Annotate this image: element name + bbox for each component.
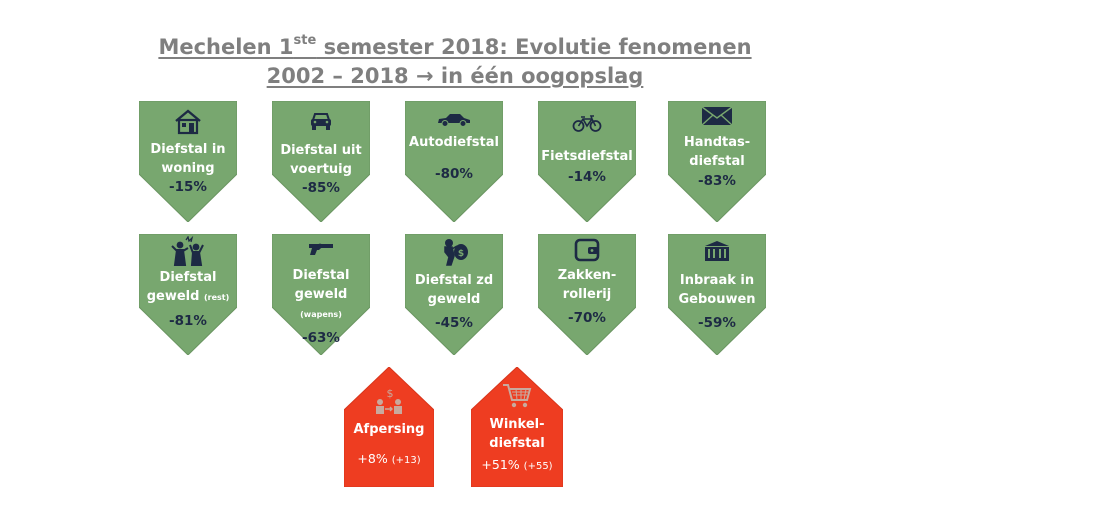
building-icon (705, 241, 729, 261)
tile-diefstal-geweld-rest: Diefstal geweld (rest) -81% (139, 234, 237, 355)
tile-label: Afpersing (353, 422, 425, 437)
svg-text:$: $ (458, 249, 464, 259)
tile-label: Autodiefstal (409, 135, 499, 150)
up-arrow-shape (471, 367, 563, 487)
envelope-icon (701, 106, 733, 126)
tile-autodiefstal: Autodiefstal -80% (405, 101, 503, 222)
tile-label: Inbraak in Gebouwen (678, 273, 756, 307)
tile-value: +8% (+13) (357, 451, 421, 466)
tile-label: Diefstal geweld (rest) (146, 270, 230, 304)
tile-diefstal-uit-voertuig: Diefstal uit voertuig -85% (272, 101, 370, 222)
down-arrow-shape (668, 234, 766, 355)
revolver-icon (309, 243, 333, 255)
tile-handtasdiefstal: Handtas-diefstal -83% (668, 101, 766, 222)
tile-diefstal-zd-geweld: $ Diefstal zd geweld -45% (405, 234, 503, 355)
tile-zakkenrollerij: Zakken-rollerij -70% (538, 234, 636, 355)
tile-label: Diefstal zd geweld (414, 273, 494, 307)
shopping-cart-icon (503, 384, 532, 408)
down-arrow-shape (139, 101, 237, 222)
assault-icon (171, 236, 204, 266)
down-arrow-shape (405, 101, 503, 222)
tile-inbraak-in-gebouwen: Inbraak in Gebouwen -59% (668, 234, 766, 355)
tile-label: Handtas-diefstal (683, 135, 751, 169)
tile-value: -81% (169, 313, 207, 329)
tile-value: -15% (169, 179, 207, 195)
tile-value: -63% (302, 330, 340, 346)
tile-winkeldiefstal: Winkel-diefstal +51% (+55) (471, 367, 563, 487)
tile-value: +51% (+55) (481, 457, 553, 472)
tile-value: -80% (435, 166, 473, 182)
tile-label: Diefstal uit voertuig (280, 143, 362, 177)
tile-afpersing: $ Afpersing +8% (+13) (344, 367, 434, 487)
tile-value: -14% (568, 169, 606, 185)
tile-value: -70% (568, 310, 606, 326)
tile-label: Zakken-rollerij (557, 268, 617, 302)
car-side-icon (438, 114, 470, 127)
down-arrow-shape (272, 234, 370, 355)
down-arrow-shape (538, 234, 636, 355)
down-arrow-shape (405, 234, 503, 355)
down-arrow-shape (139, 234, 237, 355)
down-arrow-shape (668, 101, 766, 222)
wallet-icon (574, 238, 600, 262)
tile-value: -85% (302, 180, 340, 196)
tile-label: Fietsdiefstal (541, 149, 633, 164)
tile-value: -45% (435, 315, 473, 331)
tile-diefstal-in-woning: Diefstal in woning -15% (139, 101, 237, 222)
tile-label: Winkel-diefstal (489, 417, 545, 451)
bicycle-icon (572, 115, 602, 132)
house-icon (175, 109, 201, 135)
down-arrow-shape (538, 101, 636, 222)
svg-text:$: $ (387, 387, 394, 400)
tile-value: -83% (698, 173, 736, 189)
tile-label: Diefstal in woning (150, 142, 226, 176)
tile-label: Diefstal geweld (wapens) (292, 268, 350, 319)
tile-diefstal-geweld-wapens: Diefstal geweld (wapens) -63% (272, 234, 370, 355)
tile-value: -59% (698, 315, 736, 331)
page-title: Mechelen 1ste semester 2018: Evolutie fe… (158, 33, 752, 88)
tile-fietsdiefstal: Fietsdiefstal -14% (538, 101, 636, 222)
extortion-icon: $ (376, 387, 402, 414)
thief-icon: $ (444, 239, 468, 266)
up-arrow-shape (344, 367, 434, 487)
down-arrow-shape (272, 101, 370, 222)
car-front-icon (311, 113, 331, 130)
